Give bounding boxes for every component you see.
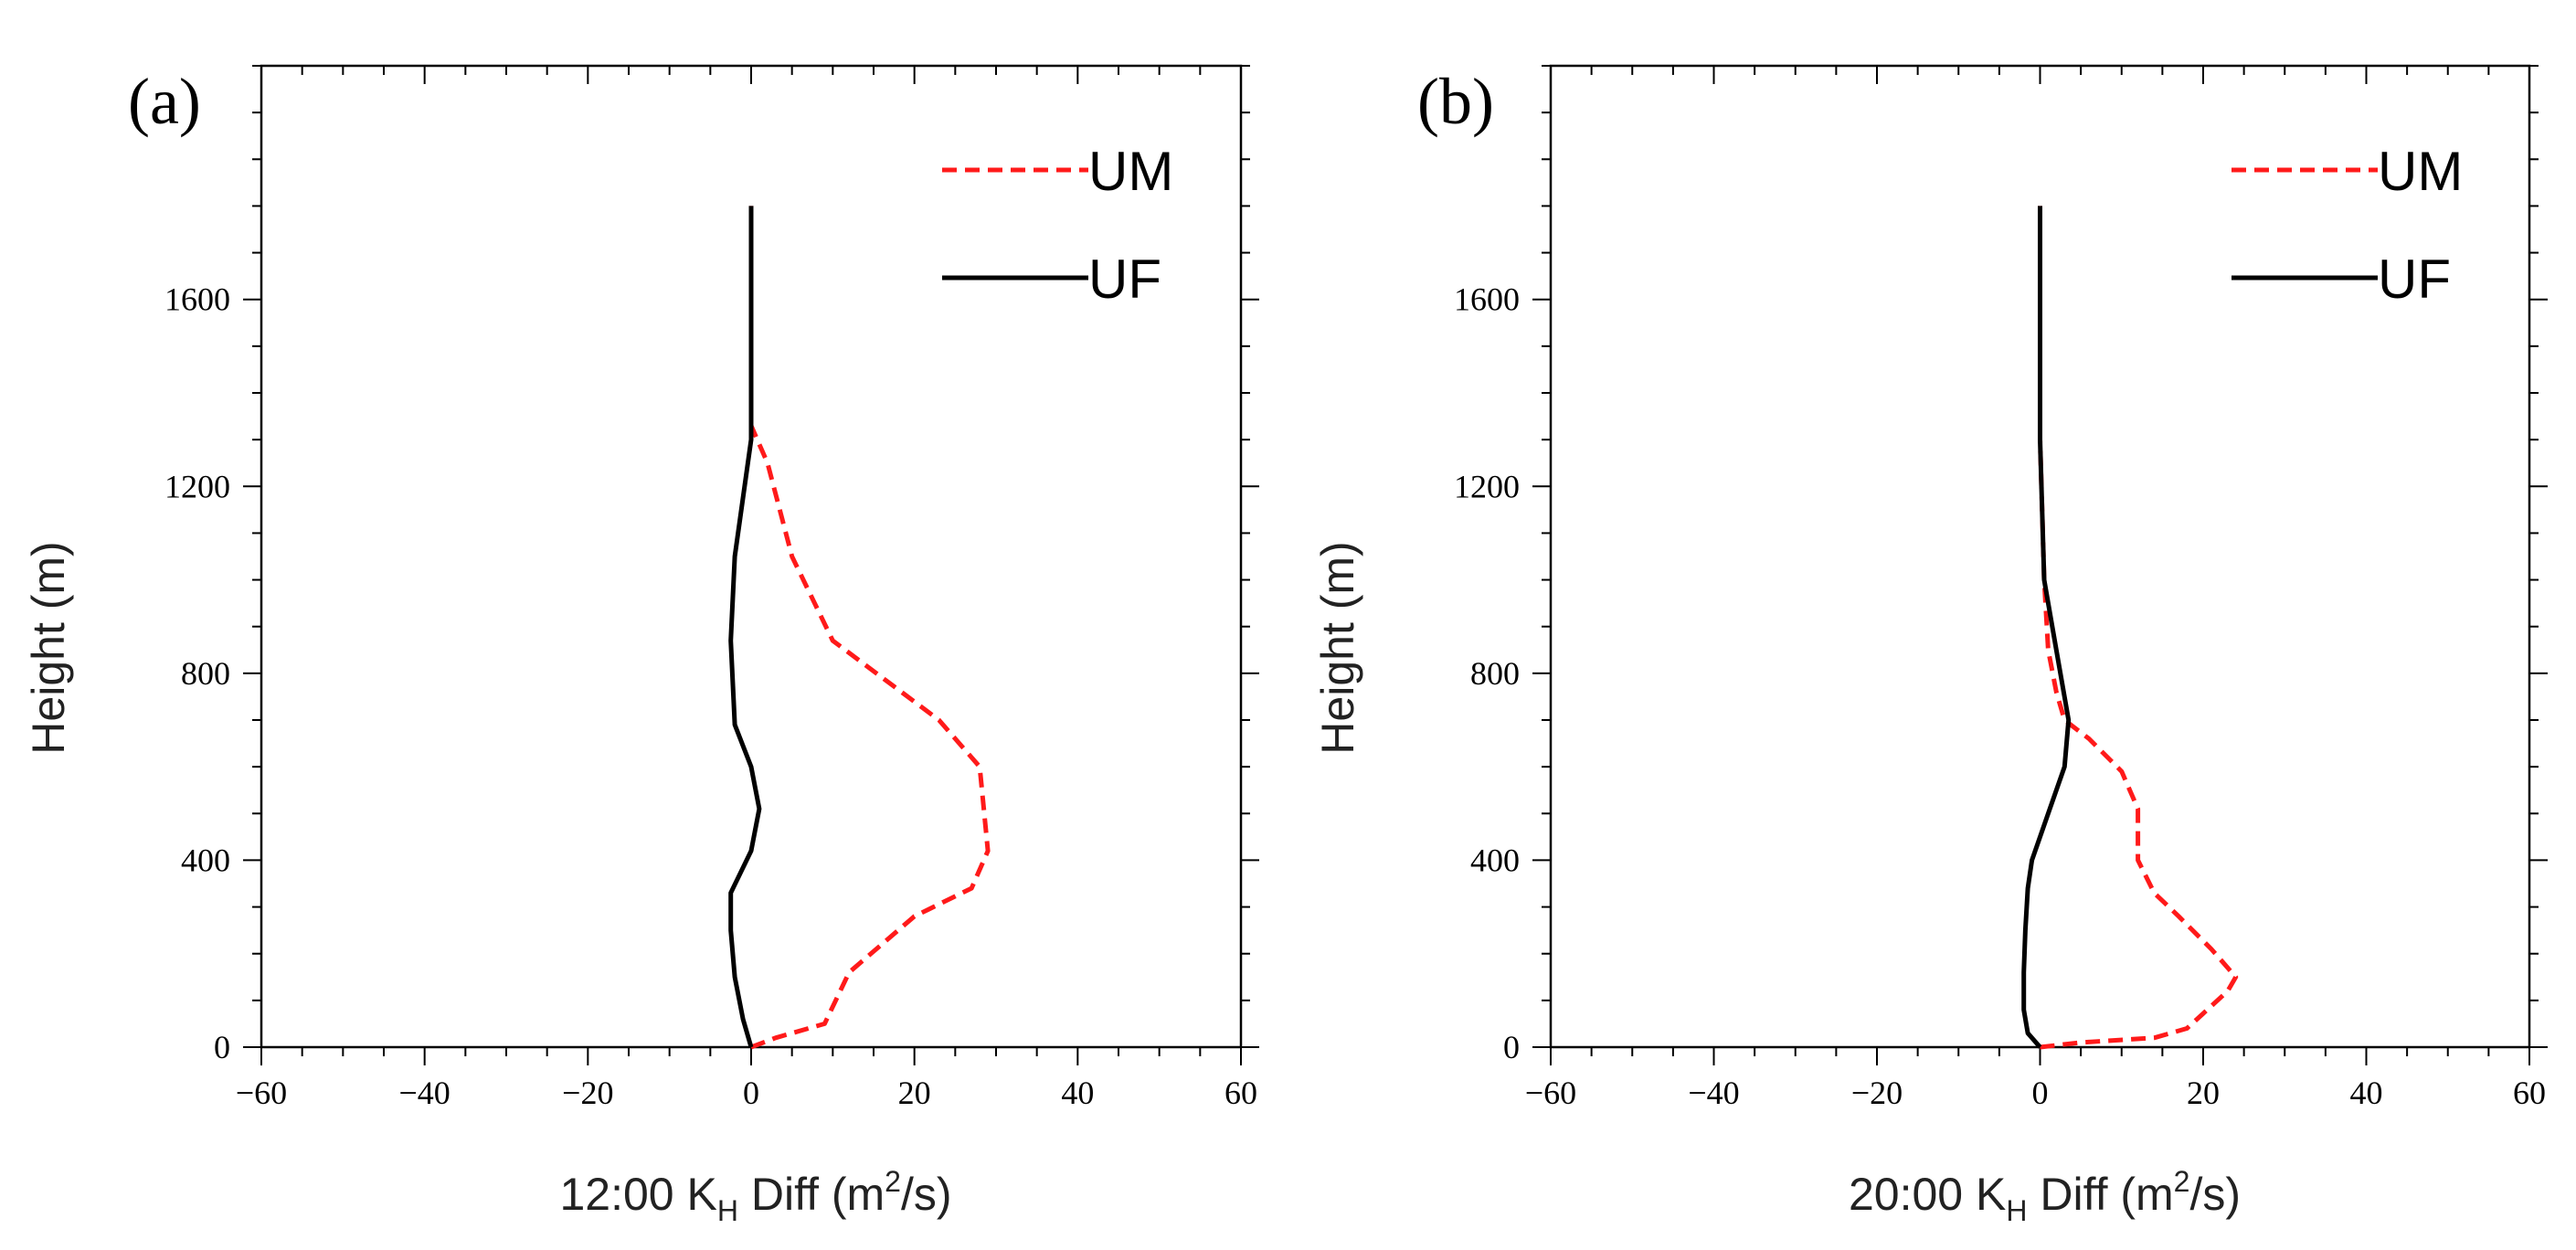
- x-tick-label: −60: [1525, 1075, 1576, 1111]
- x-tick-label: 20: [2187, 1075, 2220, 1111]
- x-tick-label: −20: [1851, 1075, 1903, 1111]
- series-line-um: [2038, 206, 2239, 1050]
- x-tick-label: −40: [1688, 1075, 1739, 1111]
- panel-label: (a): [128, 65, 201, 138]
- chart-panel-a: −60 −40 −20 0 20 40 60 0 400 800 1200 1600 (a) Height…: [23, 64, 1259, 1227]
- x-tick-label: 0: [2032, 1075, 2049, 1111]
- series-line-um: [748, 206, 991, 1050]
- legend-label-um: UM: [2378, 141, 2463, 202]
- x-tick-label: −60: [236, 1075, 287, 1111]
- y-tick-label: 400: [1470, 842, 1520, 878]
- y-axis-title: Height (m): [1312, 541, 1363, 754]
- x-tick-label: 40: [2350, 1075, 2383, 1111]
- y-tick-label: 0: [214, 1029, 230, 1065]
- x-tick-label: 20: [898, 1075, 931, 1111]
- y-tick-label: 1200: [1454, 468, 1520, 504]
- x-axis-title: 20:00 KH Diff (m2/s): [1849, 1165, 2241, 1227]
- y-tick-label: 800: [181, 655, 230, 692]
- series-line-uf: [728, 206, 762, 1048]
- chart-panel-b: −60 −40 −20 0 20 40 60 0 400 800 1200 1600 (b) Height…: [1312, 64, 2548, 1227]
- x-tick-label: −40: [399, 1075, 451, 1111]
- x-tick-label: 0: [743, 1075, 759, 1111]
- y-tick-label: 800: [1470, 655, 1520, 692]
- series-line-uf: [2021, 206, 2072, 1049]
- x-tick-label: 40: [1061, 1075, 1094, 1111]
- legend-label-uf: UF: [1088, 249, 1161, 310]
- panel-label: (b): [1417, 65, 1494, 138]
- x-tick-label: 60: [2513, 1075, 2546, 1111]
- legend-label-uf: UF: [2378, 249, 2451, 310]
- y-tick-label: 400: [181, 842, 230, 878]
- x-axis-title: 12:00 KH Diff (m2/s): [559, 1165, 951, 1227]
- y-tick-label: 1600: [1454, 281, 1520, 318]
- legend-label-um: UM: [1088, 141, 1173, 202]
- x-tick-label: −20: [562, 1075, 613, 1111]
- y-tick-label: 1600: [164, 281, 230, 318]
- y-tick-label: 0: [1503, 1029, 1520, 1065]
- y-tick-label: 1200: [164, 468, 230, 504]
- y-axis-title: Height (m): [23, 541, 74, 754]
- x-tick-label: 60: [1224, 1075, 1257, 1111]
